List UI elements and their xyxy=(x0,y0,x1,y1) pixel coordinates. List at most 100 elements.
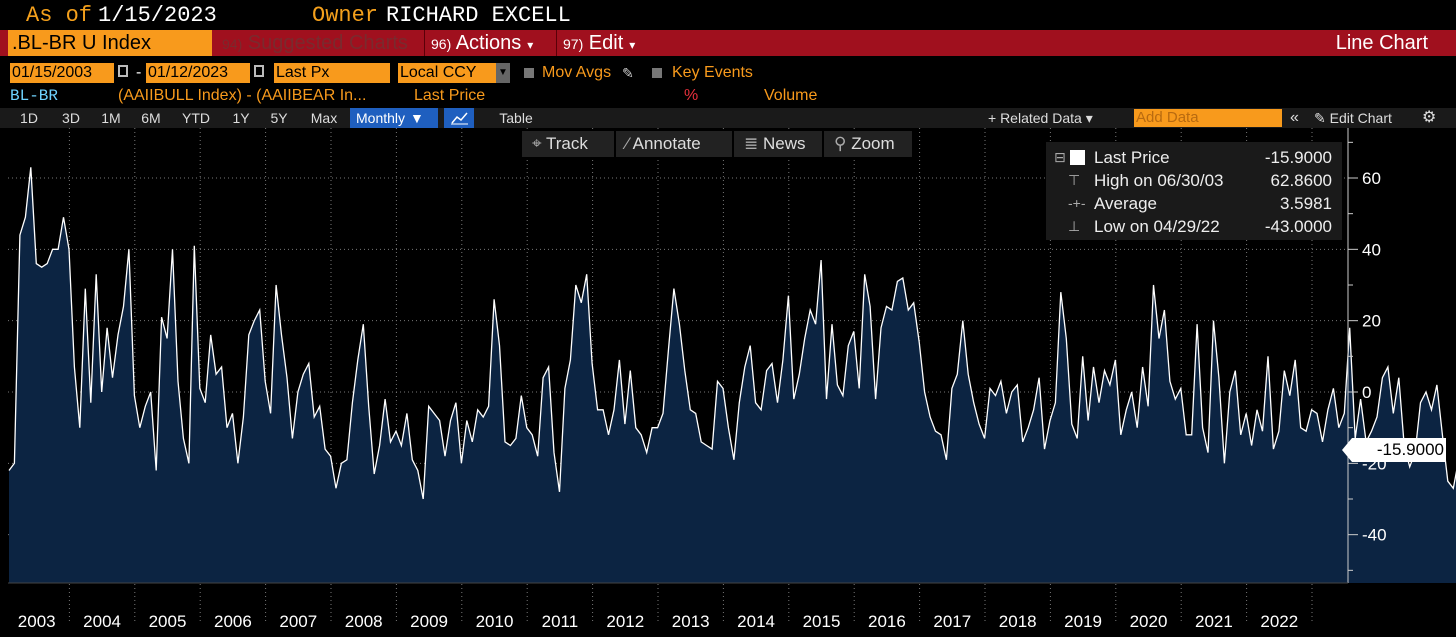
chevron-down-icon: ▾ xyxy=(527,38,534,52)
annotate-label: Annotate xyxy=(632,134,701,153)
line-chart-icon[interactable] xyxy=(444,108,474,128)
period-6m-button[interactable]: 6M xyxy=(141,110,161,126)
x-tick-label: 2015 xyxy=(803,612,841,631)
annotate-button[interactable]: ⁄ Annotate xyxy=(616,131,732,157)
mov-avgs-checkbox[interactable] xyxy=(524,68,534,78)
price-label: Last Price xyxy=(414,87,486,104)
line-chart-icon-graphic xyxy=(451,112,468,125)
period-3d-button[interactable]: 3D xyxy=(62,110,80,126)
x-tick-label: 2007 xyxy=(279,612,317,631)
owner-name: RICHARD EXCELL xyxy=(386,3,571,28)
suggested-num: 94) xyxy=(222,36,243,52)
add-data-input[interactable]: Add Data xyxy=(1134,109,1282,127)
x-tick-label: 2012 xyxy=(606,612,644,631)
x-tick-label: 2018 xyxy=(999,612,1037,631)
x-tick-label: 2009 xyxy=(410,612,448,631)
currency-select[interactable]: Local CCY xyxy=(398,63,496,83)
track-label: Track xyxy=(546,134,588,153)
x-tick-label: 2004 xyxy=(83,612,121,631)
edit-chart-button[interactable]: ✎ Edit Chart xyxy=(1314,108,1392,128)
collapse-icon[interactable]: « xyxy=(1290,109,1299,126)
average-row: -+- Average 3.5981 xyxy=(1046,192,1342,215)
frequency-select[interactable]: Monthly ▼ xyxy=(350,108,438,128)
actions-num: 96) xyxy=(431,36,452,52)
suggested-label: Suggested Charts xyxy=(247,32,408,54)
last-price-label: Last Price xyxy=(1094,148,1170,167)
collapse-icon[interactable]: ⊟ xyxy=(1054,149,1066,165)
actions-menu[interactable]: 96) Actions ▾ xyxy=(424,30,550,56)
pencil-icon: ⁄ xyxy=(626,134,629,153)
average-marker-icon: -+- xyxy=(1068,195,1086,211)
period-5y-button[interactable]: 5Y xyxy=(270,110,288,126)
start-date-field[interactable]: 01/15/2003 xyxy=(10,63,114,83)
last-price-value: -15.9000 xyxy=(1264,148,1332,167)
calendar-icon[interactable] xyxy=(254,65,264,77)
period-1y-button[interactable]: 1Y xyxy=(232,110,250,126)
chevron-down-icon[interactable]: ▼ xyxy=(496,63,510,83)
x-tick-label: 2006 xyxy=(214,612,252,631)
high-row: ⊤ High on 06/30/03 62.8600 xyxy=(1046,169,1342,192)
zoom-button[interactable]: ⚲ Zoom xyxy=(824,131,912,157)
low-row: ⊥ Low on 04/29/22 -43.0000 xyxy=(1046,215,1342,238)
period-1d-button[interactable]: 1D xyxy=(20,110,38,126)
related-data-label: + Related Data xyxy=(988,110,1082,126)
chevron-down-icon: ▾ xyxy=(629,38,636,52)
y-tick-label: -40 xyxy=(1362,526,1387,545)
end-date-field[interactable]: 01/12/2023 xyxy=(146,63,250,83)
series-area xyxy=(9,167,1456,583)
date-separator: - xyxy=(136,64,142,81)
field-select[interactable]: Last Px xyxy=(274,63,390,83)
x-tick-label: 2017 xyxy=(933,612,971,631)
y-tick-label: 0 xyxy=(1362,383,1371,402)
series-formula: (AAIIBULL Index) - (AAIIBEAR In... xyxy=(118,87,367,104)
y-tick-label: 20 xyxy=(1362,312,1381,331)
header-bar: As of 1/15/2023 Owner RICHARD EXCELL xyxy=(0,0,1456,30)
series-swatch xyxy=(1070,150,1085,165)
chevron-down-icon: ▼ xyxy=(410,110,424,126)
frequency-label: Monthly xyxy=(356,110,406,126)
high-value: 62.8600 xyxy=(1270,171,1332,190)
table-button[interactable]: Table xyxy=(499,110,533,126)
period-1m-button[interactable]: 1M xyxy=(101,110,121,126)
average-label: Average xyxy=(1094,194,1158,213)
volume-label: Volume xyxy=(764,87,818,104)
low-value: -43.0000 xyxy=(1264,217,1332,236)
key-events-label[interactable]: Key Events xyxy=(672,64,753,81)
x-tick-label: 2013 xyxy=(672,612,710,631)
chevron-down-icon: ▾ xyxy=(1085,110,1093,126)
asof-label: As of xyxy=(26,3,93,28)
period-toolbar: 1D 3D 1M 6M YTD 1Y 5Y Max Monthly ▼ Table… xyxy=(0,108,1456,128)
period-ytd-button[interactable]: YTD xyxy=(182,110,210,126)
x-tick-label: 2021 xyxy=(1195,612,1233,631)
chart-type-label: Line Chart xyxy=(1335,32,1428,54)
period-max-button[interactable]: Max xyxy=(310,110,338,126)
track-button[interactable]: ⌖ Track xyxy=(522,131,614,157)
ticker-field[interactable]: .BL-BR U Index xyxy=(8,30,212,56)
zoom-label: Zoom xyxy=(851,134,895,153)
series-line xyxy=(8,167,1456,500)
pct-label: % xyxy=(684,87,699,104)
mov-avgs-label[interactable]: Mov Avgs xyxy=(542,64,612,81)
key-events-checkbox[interactable] xyxy=(652,68,662,78)
x-tick-label: 2019 xyxy=(1064,612,1102,631)
series-name: BL-BR xyxy=(10,87,59,105)
calendar-icon[interactable] xyxy=(118,65,128,77)
edit-menu[interactable]: 97) Edit ▾ xyxy=(556,30,648,56)
y-tick-label: 60 xyxy=(1362,169,1381,188)
title-bar: .BL-BR U Index 94) Suggested Charts 96) … xyxy=(0,30,1456,56)
suggested-charts-button[interactable]: 94) Suggested Charts xyxy=(216,30,420,56)
statistics-box: ⊟ Last Price -15.9000 ⊤ High on 06/30/03… xyxy=(1046,142,1342,240)
related-data-menu[interactable]: + Related Data ▾ xyxy=(988,108,1093,128)
x-tick-label: 2016 xyxy=(868,612,906,631)
news-icon: ≣ xyxy=(744,134,759,153)
edit-label: Edit xyxy=(588,32,624,54)
gear-icon[interactable]: ⚙ xyxy=(1422,109,1437,126)
pencil-icon[interactable]: ✎ xyxy=(622,65,634,81)
high-marker-icon: ⊤ xyxy=(1068,172,1081,188)
news-button[interactable]: ≣ News xyxy=(734,131,822,157)
low-marker-icon: ⊥ xyxy=(1068,218,1081,234)
edit-chart-label: Edit Chart xyxy=(1329,110,1392,126)
low-label: Low on 04/29/22 xyxy=(1094,217,1220,236)
average-value: 3.5981 xyxy=(1280,194,1332,213)
x-tick-label: 2014 xyxy=(737,612,775,631)
